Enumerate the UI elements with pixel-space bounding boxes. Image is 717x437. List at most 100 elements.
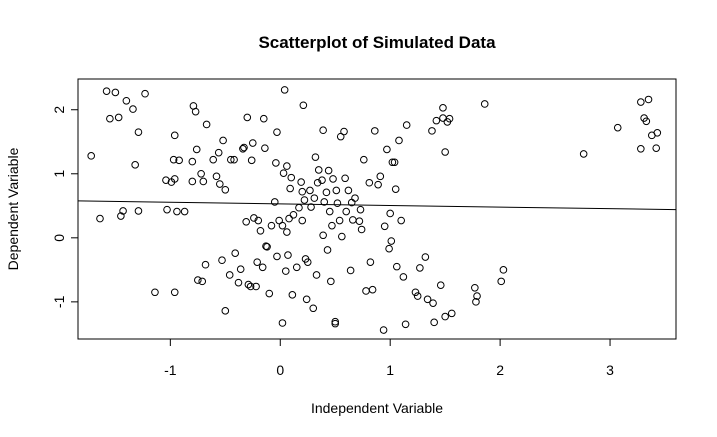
data-point (471, 283, 479, 292)
data-point (129, 105, 137, 113)
data-points (87, 86, 662, 334)
data-point (391, 185, 400, 193)
data-point (306, 186, 314, 195)
data-point (239, 145, 247, 153)
data-point (295, 203, 303, 212)
data-point (292, 263, 301, 272)
data-point (319, 231, 327, 240)
data-point (362, 287, 370, 295)
x-tick-label: 1 (386, 362, 394, 378)
data-point (192, 145, 201, 154)
data-point (360, 155, 368, 164)
data-point (286, 184, 294, 193)
data-point (287, 173, 296, 182)
data-point (151, 288, 159, 297)
data-point (637, 98, 645, 106)
data-point (283, 228, 291, 236)
data-point (430, 318, 438, 327)
data-point (134, 207, 143, 215)
data-point (397, 216, 405, 225)
data-point (439, 114, 447, 122)
data-point (117, 212, 125, 220)
data-point (356, 205, 365, 214)
x-axis-label: Independent Variable (311, 400, 443, 416)
data-point (252, 282, 260, 291)
data-point (342, 207, 351, 216)
data-point (173, 207, 181, 216)
data-point (642, 117, 651, 126)
data-point (428, 127, 436, 135)
data-point (280, 86, 289, 94)
data-point (338, 232, 346, 241)
data-point (288, 291, 297, 299)
data-point (416, 264, 424, 272)
data-point (314, 166, 323, 174)
data-point (298, 187, 307, 196)
data-point (499, 266, 508, 274)
data-point (272, 159, 280, 167)
data-point (261, 144, 269, 152)
data-point (209, 155, 218, 164)
data-point (329, 175, 337, 183)
data-point (351, 194, 359, 202)
data-point (221, 185, 230, 194)
data-point (380, 222, 389, 231)
data-point (219, 136, 227, 145)
data-point (312, 271, 321, 279)
data-point (259, 114, 268, 123)
data-point (413, 292, 422, 300)
data-point (243, 113, 252, 122)
data-point (644, 95, 653, 104)
data-point (180, 207, 189, 216)
data-point (423, 295, 432, 304)
data-point (170, 131, 179, 140)
data-point (355, 217, 364, 225)
data-point (325, 207, 334, 216)
data-point (221, 307, 230, 315)
data-point (299, 101, 308, 110)
data-point (246, 282, 255, 291)
y-axis: -1 0 1 2 (51, 106, 78, 308)
data-point (87, 152, 95, 160)
data-point (371, 127, 379, 135)
data-point (212, 172, 221, 181)
data-point (383, 145, 391, 154)
x-tick-label: 0 (276, 362, 284, 378)
data-point (254, 216, 263, 225)
data-point (198, 277, 207, 286)
data-point (194, 276, 202, 284)
data-point (265, 289, 274, 298)
data-point (307, 203, 315, 211)
data-point (429, 299, 437, 307)
data-point (231, 249, 239, 257)
x-tick-label: -1 (164, 362, 177, 378)
data-point (119, 207, 127, 215)
data-point (302, 295, 311, 304)
data-point (267, 221, 276, 230)
data-point (402, 121, 411, 129)
data-point (279, 169, 288, 177)
data-point (175, 156, 183, 165)
data-point (344, 186, 353, 195)
data-point (230, 155, 238, 164)
data-point (480, 100, 489, 108)
data-point (387, 237, 396, 245)
data-point (297, 178, 305, 186)
data-point (328, 221, 336, 230)
data-point (141, 89, 149, 98)
data-point (122, 96, 131, 105)
data-point (311, 153, 320, 161)
data-point (253, 258, 261, 266)
x-axis: -1 0 1 2 3 (164, 339, 614, 378)
data-point (324, 166, 333, 175)
y-tick-label: 2 (51, 106, 67, 114)
data-point (652, 144, 661, 152)
data-point (390, 158, 399, 167)
data-point (313, 178, 322, 187)
chart-title: Scatterplot of Simulated Data (258, 33, 496, 52)
data-point (201, 260, 210, 269)
data-point (441, 148, 449, 156)
data-point (256, 226, 265, 235)
data-point (218, 256, 226, 265)
